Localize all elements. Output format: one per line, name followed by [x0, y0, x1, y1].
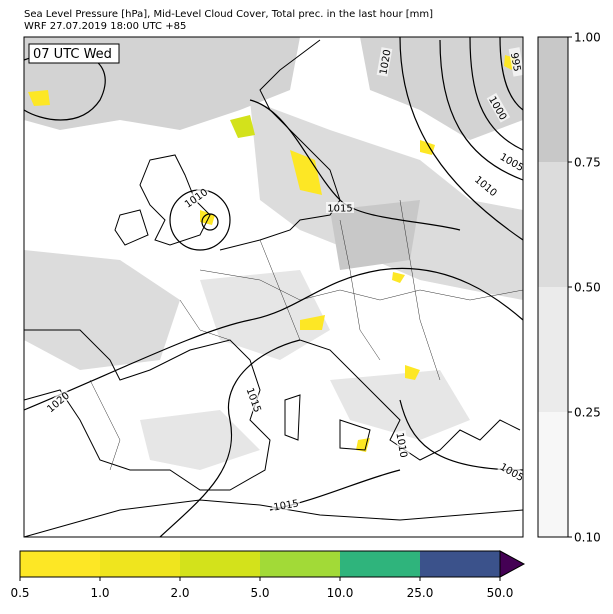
- precip-colorbar: 0.5 1.0 2.0 5.0 10.0 25.0 50.0: [10, 550, 526, 600]
- colorbar-tick-label: 0.75: [574, 156, 601, 170]
- colorbar-tick-label: 25.0: [407, 586, 434, 600]
- isobar-label-bg: [244, 384, 265, 415]
- colorbar-tick-label: 0.25: [574, 406, 601, 420]
- colorbar-segment: [538, 287, 568, 412]
- coastlines: [23, 39, 524, 538]
- colorbar-tick-label: 0.50: [574, 281, 601, 295]
- colorbar-segment: [420, 551, 500, 577]
- isobar-label-bg: [497, 149, 528, 174]
- colorbar-tick-label: 0.10: [574, 531, 601, 545]
- isobar-label-bg: [376, 47, 393, 77]
- isobar-label-bg: [486, 92, 511, 123]
- isobar-label: 995: [508, 52, 522, 73]
- colorbar-tick-label: 50.0: [487, 586, 514, 600]
- borders: [89, 199, 524, 471]
- isobar-label-bg: [394, 430, 411, 460]
- map-frame: [23, 36, 524, 538]
- isobar-label: 1015: [327, 204, 352, 215]
- time-label-box: [28, 43, 120, 64]
- isobar-label: 1015: [273, 498, 300, 513]
- time-label: 07 UTC Wed: [33, 47, 112, 62]
- isobar-label-bg: [472, 172, 501, 199]
- subtitle: WRF 27.07.2019 18:00 UTC +85: [24, 21, 186, 32]
- colorbar-tick-label: 10.0: [327, 586, 354, 600]
- isobar-label-bg: [43, 388, 72, 415]
- colorbar-tick-label: 1.00: [574, 31, 601, 45]
- colorbar-segment: [538, 37, 568, 162]
- colorbar-segment: [260, 551, 340, 577]
- isobar-label-bg: [326, 202, 354, 213]
- colorbar-segment: [538, 162, 568, 287]
- colorbar-segment: [180, 551, 260, 577]
- isobar-label-bg: [181, 185, 211, 211]
- colorbar-tick-label: 5.0: [250, 586, 269, 600]
- isobar-label-bg: [497, 459, 528, 484]
- isobar-label-bg: [508, 47, 525, 77]
- colorbar-extend: [499, 550, 526, 578]
- cloud-cover: [24, 37, 523, 470]
- colorbar-tick-label: 2.0: [170, 586, 189, 600]
- colorbar-tick-label: 0.5: [10, 586, 29, 600]
- colorbar-segment: [100, 551, 180, 577]
- isobar-label: 1010: [393, 432, 408, 459]
- isobar-label: 1020: [378, 49, 393, 76]
- colorbar-segment: [340, 551, 420, 577]
- colorbar-segment: [538, 412, 568, 537]
- colorbar-tick-label: 1.0: [90, 586, 109, 600]
- title: Sea Level Pressure [hPa], Mid-Level Clou…: [24, 9, 433, 20]
- colorbar-segment: [20, 551, 100, 577]
- cloud-colorbar: 0.10 0.25 0.50 0.75 1.00: [537, 31, 601, 545]
- isobar-label-bg: [271, 496, 301, 513]
